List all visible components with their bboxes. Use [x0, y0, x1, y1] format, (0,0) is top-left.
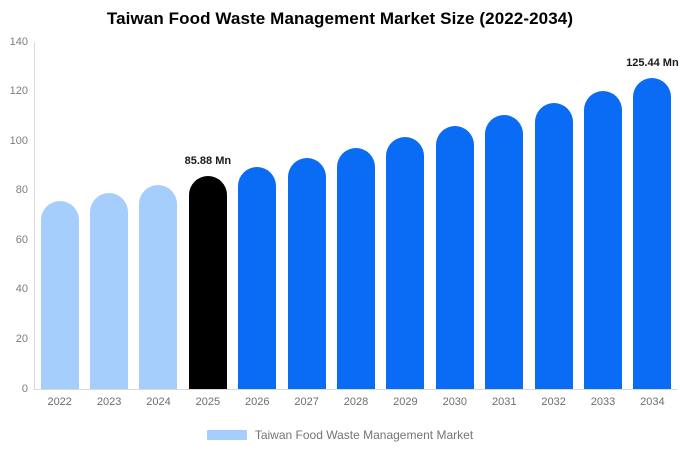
plot-area: 2022 2023 2024 2025 85.88 Mn 2026 2027 2028 2029… [34, 42, 679, 408]
x-tick-2033: 2033 [590, 396, 616, 408]
legend: Taiwan Food Waste Management Market [0, 428, 680, 442]
x-tick-2032: 2032 [541, 396, 566, 408]
bar-2027[interactable] [287, 157, 326, 389]
bar-slot-2022: 2022 [35, 42, 84, 408]
x-tick-2026: 2026 [245, 396, 270, 408]
bar-slot-2029: 2029 [381, 42, 430, 408]
x-tick-2028: 2028 [343, 396, 369, 408]
x-tick-2024: 2024 [146, 396, 171, 408]
bar-slot-2033: 2033 [578, 42, 627, 408]
x-tick-2031: 2031 [491, 396, 517, 408]
legend-item-label[interactable]: Taiwan Food Waste Management Market [254, 428, 474, 442]
y-axis: 0 20 40 60 80 100 120 140 [0, 36, 28, 395]
bar-2030[interactable] [435, 126, 474, 389]
y-tick-140: 140 [9, 35, 28, 48]
bar-slot-2032: 2032 [529, 42, 578, 408]
y-tick-40: 40 [15, 283, 28, 296]
bar-label-2025: 85.88 Mn [184, 155, 232, 168]
y-tick-20: 20 [15, 332, 28, 345]
y-tick-0: 0 [21, 382, 28, 395]
bar-slot-2031: 2031 [480, 42, 529, 408]
bar-slot-2030: 2030 [430, 42, 479, 408]
bar-slot-2034: 2034 125.44 Mn [626, 42, 679, 408]
bar-2034[interactable] [633, 78, 672, 389]
y-tick-60: 60 [15, 233, 28, 246]
bar-2026[interactable] [238, 166, 277, 389]
x-tick-2030: 2030 [442, 396, 468, 408]
bar-slot-2025: 2025 85.88 Mn [183, 42, 232, 408]
bar-2024[interactable] [139, 185, 178, 389]
y-tick-120: 120 [9, 85, 28, 98]
bar-slot-2023: 2023 [84, 42, 133, 408]
bar-slot-2028: 2028 [331, 42, 380, 408]
bar-2033[interactable] [583, 90, 622, 389]
x-tick-2025: 2025 [195, 396, 221, 408]
bar-2025[interactable] [188, 176, 227, 389]
bar-slot-2027: 2027 [282, 42, 331, 408]
legend-swatch[interactable] [206, 430, 247, 440]
bar-slot-2026: 2026 [233, 42, 282, 408]
bar-2031[interactable] [485, 114, 524, 389]
bar-slot-2024: 2024 [134, 42, 183, 408]
y-tick-80: 80 [15, 184, 28, 197]
bar-series: 2022 2023 2024 2025 85.88 Mn 2026 2027 2028 2029… [35, 42, 679, 408]
x-tick-2022: 2022 [47, 396, 72, 408]
x-tick-2029: 2029 [393, 396, 418, 408]
bar-2022[interactable] [40, 201, 79, 389]
y-tick-100: 100 [9, 134, 28, 147]
x-tick-2027: 2027 [294, 396, 319, 408]
bar-label-2034: 125.44 Mn [626, 57, 679, 70]
chart-title: Taiwan Food Waste Management Market Size… [106, 9, 574, 28]
bar-2028[interactable] [337, 147, 376, 389]
x-tick-2023: 2023 [96, 396, 122, 408]
bar-2029[interactable] [386, 137, 425, 389]
bar-2032[interactable] [534, 103, 573, 389]
x-tick-2034: 2034 [640, 396, 665, 408]
bar-2023[interactable] [90, 193, 129, 389]
